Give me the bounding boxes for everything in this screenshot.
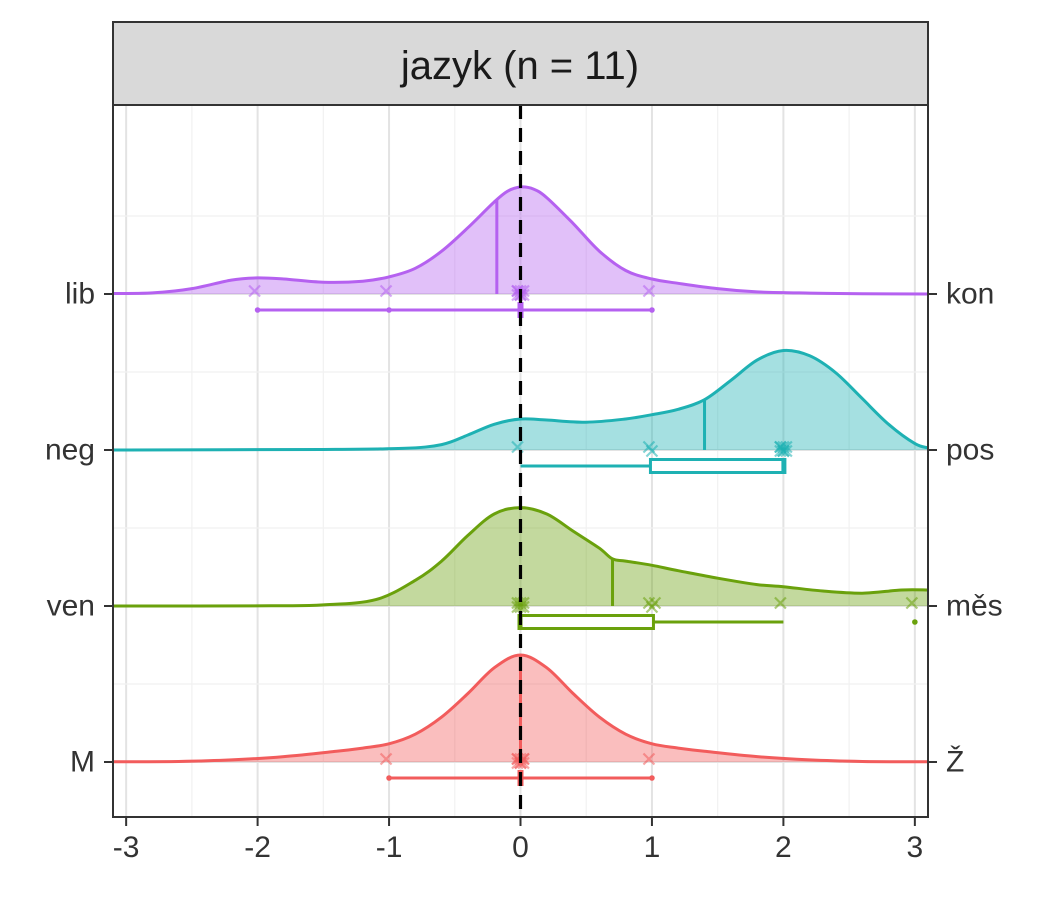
y-tick-label-right: měs (946, 590, 1003, 623)
box-outlier (386, 775, 392, 781)
density-line (112, 185, 929, 296)
strip-background (112, 21, 929, 106)
data-point (774, 596, 787, 610)
data-point (642, 752, 656, 766)
x-tick-label: 1 (644, 831, 661, 864)
y-tick-label-left: ven (47, 590, 95, 623)
data-point (379, 752, 393, 766)
box-outlier (386, 307, 392, 313)
y-axis-right: kon pos měs Ž (928, 278, 1003, 779)
x-tick-label: -2 (244, 831, 271, 864)
box-outlier (649, 307, 655, 313)
y-tick-label-right: kon (946, 278, 994, 311)
density-area (113, 507, 928, 606)
data-point (777, 444, 790, 458)
panel (112, 104, 929, 818)
density-area (113, 350, 928, 450)
data-point (379, 284, 393, 298)
data-point (642, 284, 656, 298)
density-line (112, 506, 929, 608)
x-tick-label: 0 (512, 831, 529, 864)
y-tick-label-left: M (70, 746, 95, 779)
ridge-ven (112, 506, 929, 630)
data-point (780, 444, 793, 458)
data-point (648, 596, 662, 610)
y-tick-label-right: pos (946, 434, 994, 467)
strip: jazyk (n = 11) (112, 21, 929, 106)
x-tick-label: 3 (907, 831, 924, 864)
x-tick-label: -1 (376, 831, 403, 864)
box-iqr (517, 614, 655, 630)
panel-title: jazyk (n = 11) (400, 44, 639, 88)
box-outlier (649, 775, 655, 781)
data-point (645, 444, 659, 458)
data-point (517, 600, 530, 614)
data-point (248, 284, 261, 298)
box-iqr (648, 458, 787, 474)
box-outlier (254, 307, 261, 313)
ridge-neg (112, 348, 929, 474)
y-axis-left: lib neg ven M (45, 278, 113, 779)
density-area (113, 186, 928, 294)
box-outlier (912, 619, 918, 625)
x-tick-label: 2 (775, 831, 792, 864)
density-line (112, 348, 929, 452)
data-point (905, 596, 919, 610)
x-axis: -3 -2 -1 0 1 2 3 (113, 817, 923, 864)
y-tick-label-left: neg (45, 434, 95, 467)
y-tick-label-left: lib (65, 278, 95, 311)
x-tick-label: -3 (113, 831, 140, 864)
y-tick-label-right: Ž (946, 746, 964, 779)
